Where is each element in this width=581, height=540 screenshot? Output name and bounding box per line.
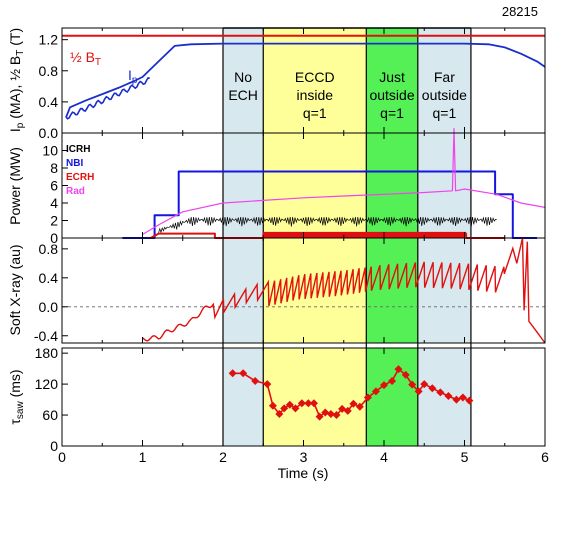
tau-point [315,412,324,421]
phase-labels: No ECH ECCD inside q=1 Just outside q=1 Far outsi… [223,27,471,121]
ylabel-current: Ip (MA), ½ BT (T) [7,28,26,132]
tau-point [444,391,453,400]
ytick-label-current: 1.2 [39,32,59,48]
tau-point [228,369,237,378]
tau-point [394,365,403,374]
xtick-label: 3 [300,449,308,465]
xtick-label: 6 [541,449,549,465]
panel-gap [62,343,545,348]
phase-label-inside: q=1 [303,105,327,121]
tau-point [285,400,294,409]
tau-point [458,393,467,402]
ytick-label-power: 8 [50,160,58,176]
tau-point [268,401,277,410]
tau-point [280,404,289,413]
phase-label-just_outside: outside [369,87,414,103]
half-bt-annotation: ½ BT [70,49,101,68]
tau-point [263,380,272,389]
tau-point [452,395,461,404]
phase-label-just_outside: Just [379,69,405,85]
tau-point [428,384,437,393]
ytick-label-tau: 60 [42,407,58,423]
shot-number: 28215 [502,4,538,19]
tau-point [371,387,380,396]
phase-label-far_outside: outside [422,87,467,103]
phase-label-no_ech: ECH [228,87,258,103]
tau-point [414,387,423,396]
xtick-label: 4 [380,449,388,465]
tau-point [297,399,306,408]
ytick-label-tau: 0 [50,438,58,454]
tau-point [436,388,445,397]
ytick-label-power: 4 [50,195,58,211]
tau-point [275,410,284,419]
tau-point [343,406,352,415]
tau-point [239,369,248,378]
xtick-label: 1 [139,449,147,465]
icrh-trace [158,216,497,234]
xtick-label: 0 [58,449,66,465]
tau-point [304,399,313,408]
ytick-label-sxr: 0.8 [39,241,59,257]
ytick-label-tau: 180 [35,345,59,361]
ytick-label-power: 6 [50,178,58,194]
tau-point [363,393,372,402]
ytick-label-tau: 120 [35,376,59,392]
ecrh-bar [263,231,467,238]
legend-icrh: ICRH [66,144,90,155]
ytick-label-current: 0.4 [39,94,59,110]
legend-ecrh: ECRH [66,172,94,183]
tau-point [321,408,330,417]
ytick-label-power: 10 [42,143,58,159]
sxr-line [142,237,546,344]
ip-startup-line [65,77,150,120]
ytick-label-current: 0.8 [39,63,59,79]
legend-nbi: NBI [66,158,83,169]
phase-label-inside: inside [296,87,333,103]
phase-label-far_outside: Far [434,69,455,85]
tau-point [291,404,300,413]
legend-rad: Rad [66,186,85,197]
tau-point [465,396,474,405]
icrh-line [158,216,497,234]
phase-label-inside: ECCD [295,69,335,85]
ytick-label-sxr: 0.4 [39,270,59,286]
tau-point [326,410,335,419]
tau-point [309,399,318,408]
ip-line [65,42,546,118]
ip-annotation: Ip [128,67,138,86]
rad-line [142,128,546,236]
xtick-label: 5 [461,449,469,465]
tau-point [401,370,410,379]
tau-point [251,377,260,386]
ytick-label-power: 0 [50,230,58,246]
phase-label-no_ech: No [234,69,252,85]
ylabel-sxr: Soft X-ray (au) [7,244,23,335]
ylabel-tau: τsaw (ms) [7,369,26,424]
phase-label-far_outside: q=1 [433,105,457,121]
tau-point [349,399,358,408]
phase-label-just_outside: q=1 [380,105,404,121]
tau-point [420,380,429,389]
tau-point [355,402,364,411]
tau-point [380,381,388,390]
tau-point [408,380,417,389]
x-axis-label: Time (s) [278,465,329,481]
xtick-label: 2 [219,449,227,465]
axis-text: 0.00.40.81.20246810-0.40.00.40.806012018… [7,28,549,465]
ytick-label-sxr: 0.0 [39,299,59,315]
traces: ICRH NBI ECRH Rad [62,34,546,421]
ytick-label-current: 0.0 [39,125,59,141]
ylabel-power: Power (MW) [7,147,23,225]
tau-point [388,377,397,386]
ytick-label-sxr: -0.4 [34,328,58,344]
ytick-label-power: 2 [50,213,58,229]
tau-point [332,411,341,420]
